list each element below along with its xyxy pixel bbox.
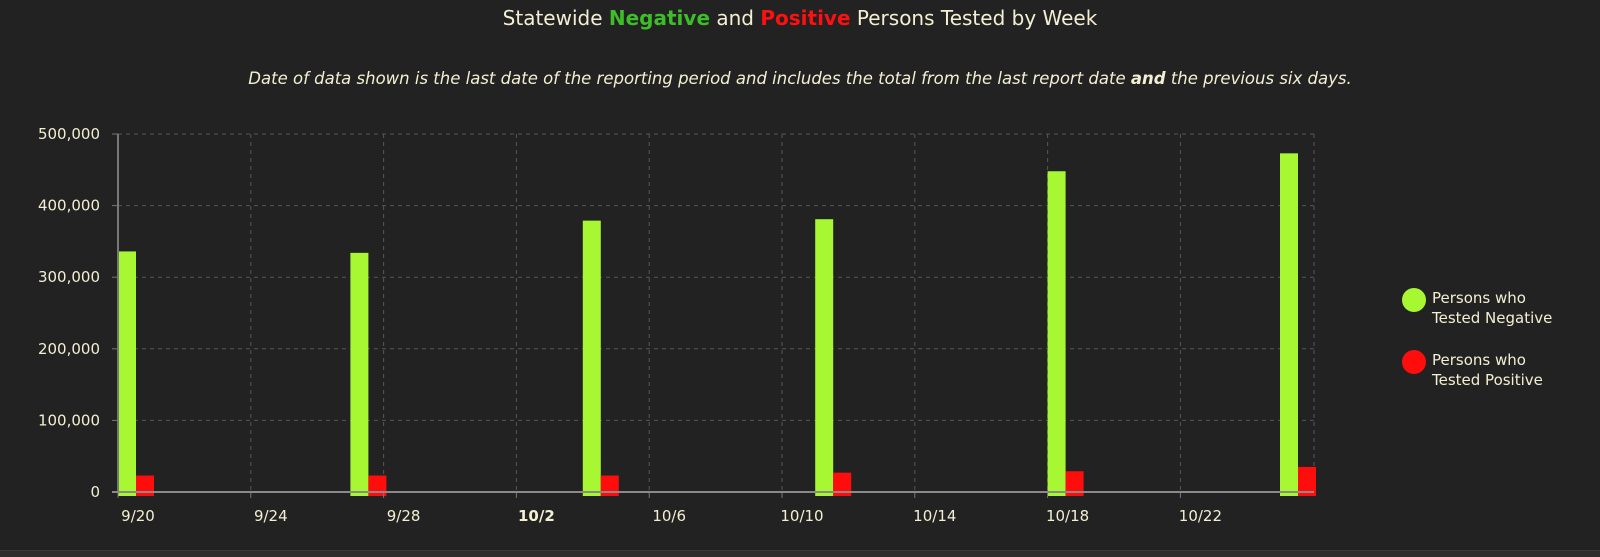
legend-item-positive[interactable]: Persons who Tested Positive — [1402, 350, 1582, 390]
x-tick-label: 9/20 — [121, 507, 155, 525]
axes — [112, 133, 1314, 498]
bar-negative[interactable] — [118, 251, 136, 496]
legend-item-negative[interactable]: Persons who Tested Negative — [1402, 288, 1582, 328]
x-tick-label: 10/18 — [1046, 507, 1089, 525]
bar-negative[interactable] — [350, 252, 369, 496]
legend-negative-line2: Tested Negative — [1432, 309, 1553, 327]
bar-positive[interactable] — [368, 475, 387, 496]
legend-negative-line1: Persons who — [1432, 289, 1526, 307]
x-tick-label: 10/2 — [518, 507, 555, 525]
y-tick-label: 300,000 — [38, 268, 100, 286]
x-tick-label: 10/6 — [652, 507, 686, 525]
y-tick-label: 200,000 — [38, 340, 100, 358]
y-tick-label: 100,000 — [38, 411, 100, 429]
bar-positive[interactable] — [136, 475, 154, 496]
bar-positive[interactable] — [1298, 466, 1316, 496]
grid-lines — [117, 133, 1315, 492]
legend-label-negative: Persons who Tested Negative — [1432, 288, 1582, 328]
chart-legend: Persons who Tested Negative Persons who Te… — [1402, 288, 1582, 412]
bar-positive[interactable] — [1065, 471, 1084, 496]
legend-positive-line1: Persons who — [1432, 351, 1526, 369]
title-positive-word: Positive — [760, 6, 851, 30]
bars — [118, 153, 1316, 497]
bar-positive[interactable] — [833, 472, 852, 496]
subtitle-bold: and — [1130, 69, 1166, 88]
x-tick-label: 10/22 — [1179, 507, 1222, 525]
x-tick-label: 10/10 — [780, 507, 823, 525]
bar-negative[interactable] — [1280, 153, 1298, 496]
title-suffix: Persons Tested by Week — [850, 6, 1098, 30]
bar-negative[interactable] — [1047, 171, 1066, 496]
legend-dot-positive-icon — [1402, 350, 1426, 374]
x-tick-label: 9/24 — [254, 507, 288, 525]
chart-subtitle: Date of data shown is the last date of t… — [0, 69, 1600, 88]
y-tick-label: 0 — [90, 483, 100, 501]
bar-negative[interactable] — [582, 220, 601, 497]
bottom-bar — [0, 550, 1600, 557]
y-tick-label: 500,000 — [38, 125, 100, 143]
x-tick-label: 9/28 — [387, 507, 421, 525]
legend-positive-line2: Tested Positive — [1432, 371, 1543, 389]
bar-negative[interactable] — [815, 219, 834, 497]
title-middle: and — [710, 6, 761, 30]
legend-label-positive: Persons who Tested Positive — [1432, 350, 1582, 390]
tick-labels: 0 100,000 200,000 300,000 400,000 500,000 9/20… — [38, 125, 1222, 525]
title-negative-word: Negative — [608, 6, 711, 30]
chart-title: Statewide Negative and Positive Persons … — [0, 6, 1600, 30]
y-tick-label: 400,000 — [38, 197, 100, 215]
subtitle-after: the previous six days. — [1165, 69, 1352, 88]
subtitle-before: Date of data shown is the last date of t… — [248, 69, 1131, 88]
title-prefix: Statewide — [502, 6, 609, 30]
bar-positive[interactable] — [600, 475, 619, 496]
legend-dot-negative-icon — [1402, 288, 1426, 312]
x-tick-label: 10/14 — [913, 507, 956, 525]
